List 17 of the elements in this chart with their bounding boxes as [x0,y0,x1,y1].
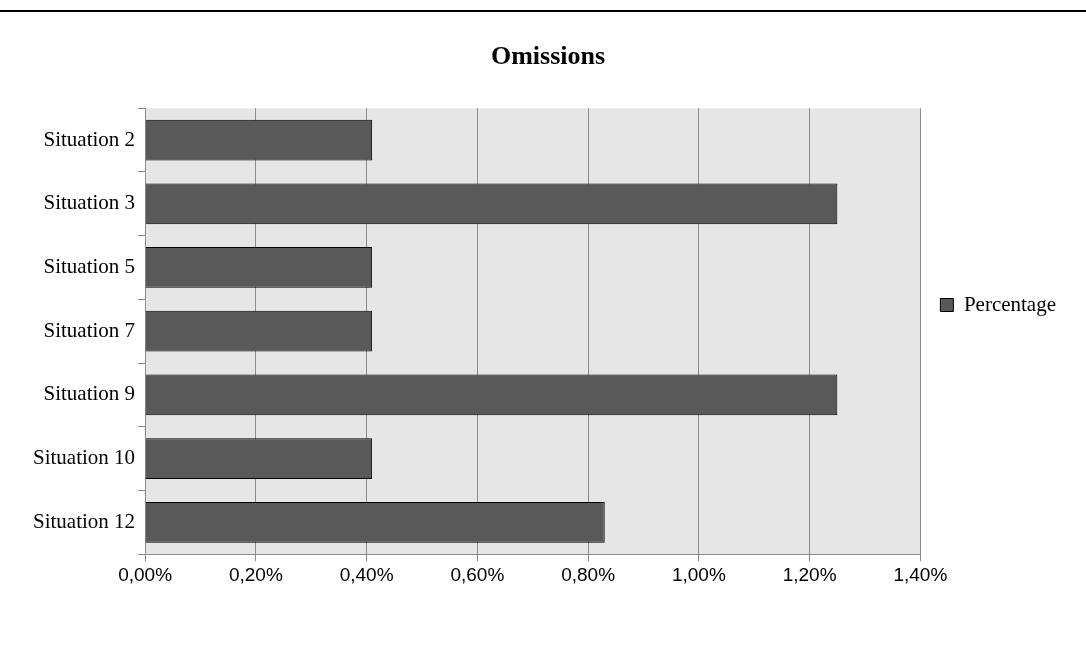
x-tick-label: 0,20% [228,563,283,585]
x-tick-label: 0,60% [450,563,505,585]
x-tick-label: 1,20% [782,563,837,585]
legend-label: Percentage [963,291,1057,316]
chart-title: Omissions [490,41,606,71]
x-tick-label: 1,00% [671,563,726,585]
y-tick-label: Situation 12 [32,508,136,533]
y-tick-label: Situation 10 [32,445,136,470]
x-tick-label: 0,40% [339,563,394,585]
y-tick-label: Situation 3 [43,190,136,215]
x-tick-label: 1,40% [893,563,948,585]
x-tick-label: 0,00% [118,563,173,585]
x-tick-label: 0,80% [561,563,616,585]
y-tick-label: Situation 5 [43,254,136,278]
y-tick-label: Situation 2 [43,126,136,151]
y-tick-label: Situation 7 [43,317,136,342]
y-tick-label: Situation 9 [43,381,136,406]
